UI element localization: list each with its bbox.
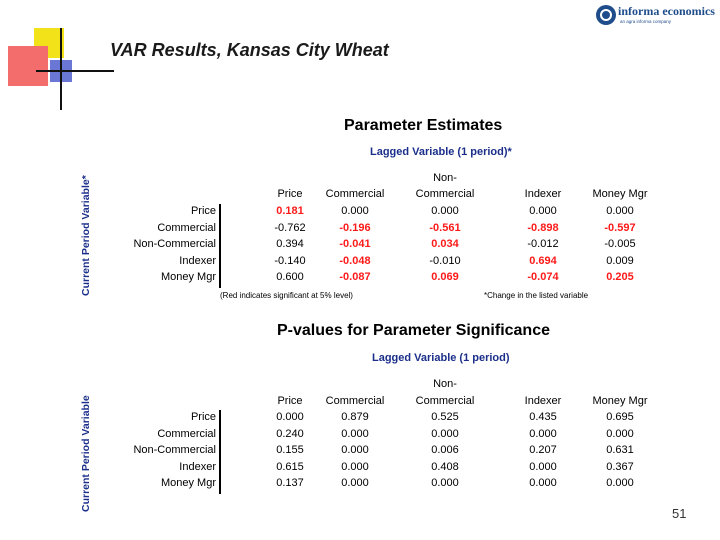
table1-title: Parameter Estimates [344, 117, 503, 134]
table-cell: 0.069 [431, 271, 459, 283]
table-cell: 0.000 [606, 477, 634, 489]
table-cell: 0.695 [606, 411, 634, 423]
table-cell: 0.000 [606, 427, 634, 440]
table-cell: 0.694 [529, 254, 557, 267]
column-header: Indexer [524, 188, 562, 200]
table-cell: 0.205 [606, 271, 634, 283]
column-header: Commercial [415, 395, 475, 407]
page-number: 51 [672, 506, 687, 521]
table2-title: P-values for Parameter Significance [277, 322, 550, 339]
row-label: Commercial [157, 427, 216, 440]
row-label: Non-Commercial [133, 444, 216, 456]
table-cell: -0.012 [527, 238, 559, 250]
company-logo: informa economics an agra informa compan… [596, 3, 716, 31]
table1-note-left: (Red indicates significant at 5% level) [220, 291, 353, 300]
table-cell: 0.000 [529, 477, 557, 489]
column-header: Price [277, 188, 303, 200]
table2-subtitle: Lagged Variable (1 period) [372, 352, 510, 364]
table-cell: 0.600 [276, 271, 304, 283]
table-cell: 0.408 [431, 460, 459, 473]
table1-note-right: *Change in the listed variable [484, 291, 589, 300]
table-cell: 0.631 [606, 444, 634, 456]
table2-side-label: Current Period Variable [80, 395, 92, 512]
table-cell: -0.005 [604, 238, 636, 250]
table-cell: 0.006 [431, 444, 459, 456]
column-header: Commercial [325, 395, 385, 407]
slide-title: VAR Results, Kansas City Wheat [110, 40, 389, 60]
decor-vertical-line [60, 28, 62, 110]
table-cell: -0.898 [527, 221, 559, 234]
table-cell: -0.196 [339, 221, 371, 234]
logo-name: informa economics [618, 4, 715, 18]
table-cell: 0.034 [431, 238, 459, 250]
table-cell: -0.597 [604, 221, 636, 234]
table-cell: 0.000 [276, 411, 304, 423]
table-cell: 0.000 [341, 444, 369, 456]
table-cell: -0.074 [527, 271, 559, 283]
table-cell: -0.041 [339, 238, 371, 250]
table-cell: -0.561 [429, 221, 461, 234]
table-cell: 0.000 [529, 460, 557, 473]
table-cell: 0.000 [431, 477, 459, 489]
table-cell: 0.207 [529, 444, 557, 456]
decor-red-square [8, 46, 48, 86]
column-header: Commercial [415, 188, 475, 200]
row-label: Money Mgr [160, 271, 216, 283]
table-cell: 0.000 [529, 205, 557, 217]
table-cell: 0.000 [529, 427, 557, 440]
logo-globe-icon [596, 5, 616, 25]
table1-subtitle: Lagged Variable (1 period)* [370, 146, 512, 158]
logo-tagline: an agra informa company [620, 19, 672, 24]
table-cell: 0.000 [341, 460, 369, 473]
table-cell: 0.615 [276, 460, 304, 473]
column-header-top: Non- [433, 172, 457, 184]
table-cell: 0.000 [341, 205, 369, 217]
table-cell: 0.000 [606, 205, 634, 217]
table-cell: 0.000 [341, 477, 369, 489]
row-label: Commercial [157, 221, 216, 234]
row-label: Price [190, 205, 216, 217]
row-label: Indexer [179, 254, 216, 267]
table-cell: 0.000 [431, 427, 459, 440]
table-cell: 0.155 [276, 444, 304, 456]
column-header: Indexer [524, 395, 562, 407]
table-cell: -0.048 [339, 254, 371, 267]
row-label: Non-Commercial [133, 238, 216, 250]
table-cell: -0.762 [274, 221, 306, 234]
row-label: Indexer [179, 460, 216, 473]
table-cell: 0.394 [276, 238, 304, 250]
table-cell: 0.137 [276, 477, 304, 489]
table-cell: -0.010 [429, 254, 461, 267]
table-cell: 0.240 [276, 427, 304, 440]
column-header-top: Non- [433, 378, 457, 390]
table1-side-label: Current Period Variable* [80, 175, 92, 296]
column-header: Commercial [325, 188, 385, 200]
table-cell: 0.435 [529, 411, 557, 423]
table-divider-line [219, 410, 221, 494]
column-header: Money Mgr [592, 188, 648, 200]
table-cell: 0.367 [606, 460, 634, 473]
table-divider-line [219, 204, 221, 288]
table-cell: 0.879 [341, 411, 369, 423]
row-label: Price [190, 411, 216, 423]
table-cell: -0.140 [274, 254, 306, 267]
table-cell: 0.000 [341, 427, 369, 440]
table-cell: 0.525 [431, 411, 459, 423]
table-cell: 0.009 [606, 254, 634, 267]
column-header: Price [277, 395, 303, 407]
table-cell: 0.000 [431, 205, 459, 217]
table-cell: -0.087 [339, 271, 371, 283]
decor-horizontal-line [36, 70, 114, 72]
row-label: Money Mgr [160, 477, 216, 489]
table-cell: 0.181 [276, 205, 304, 217]
column-header: Money Mgr [592, 395, 648, 407]
